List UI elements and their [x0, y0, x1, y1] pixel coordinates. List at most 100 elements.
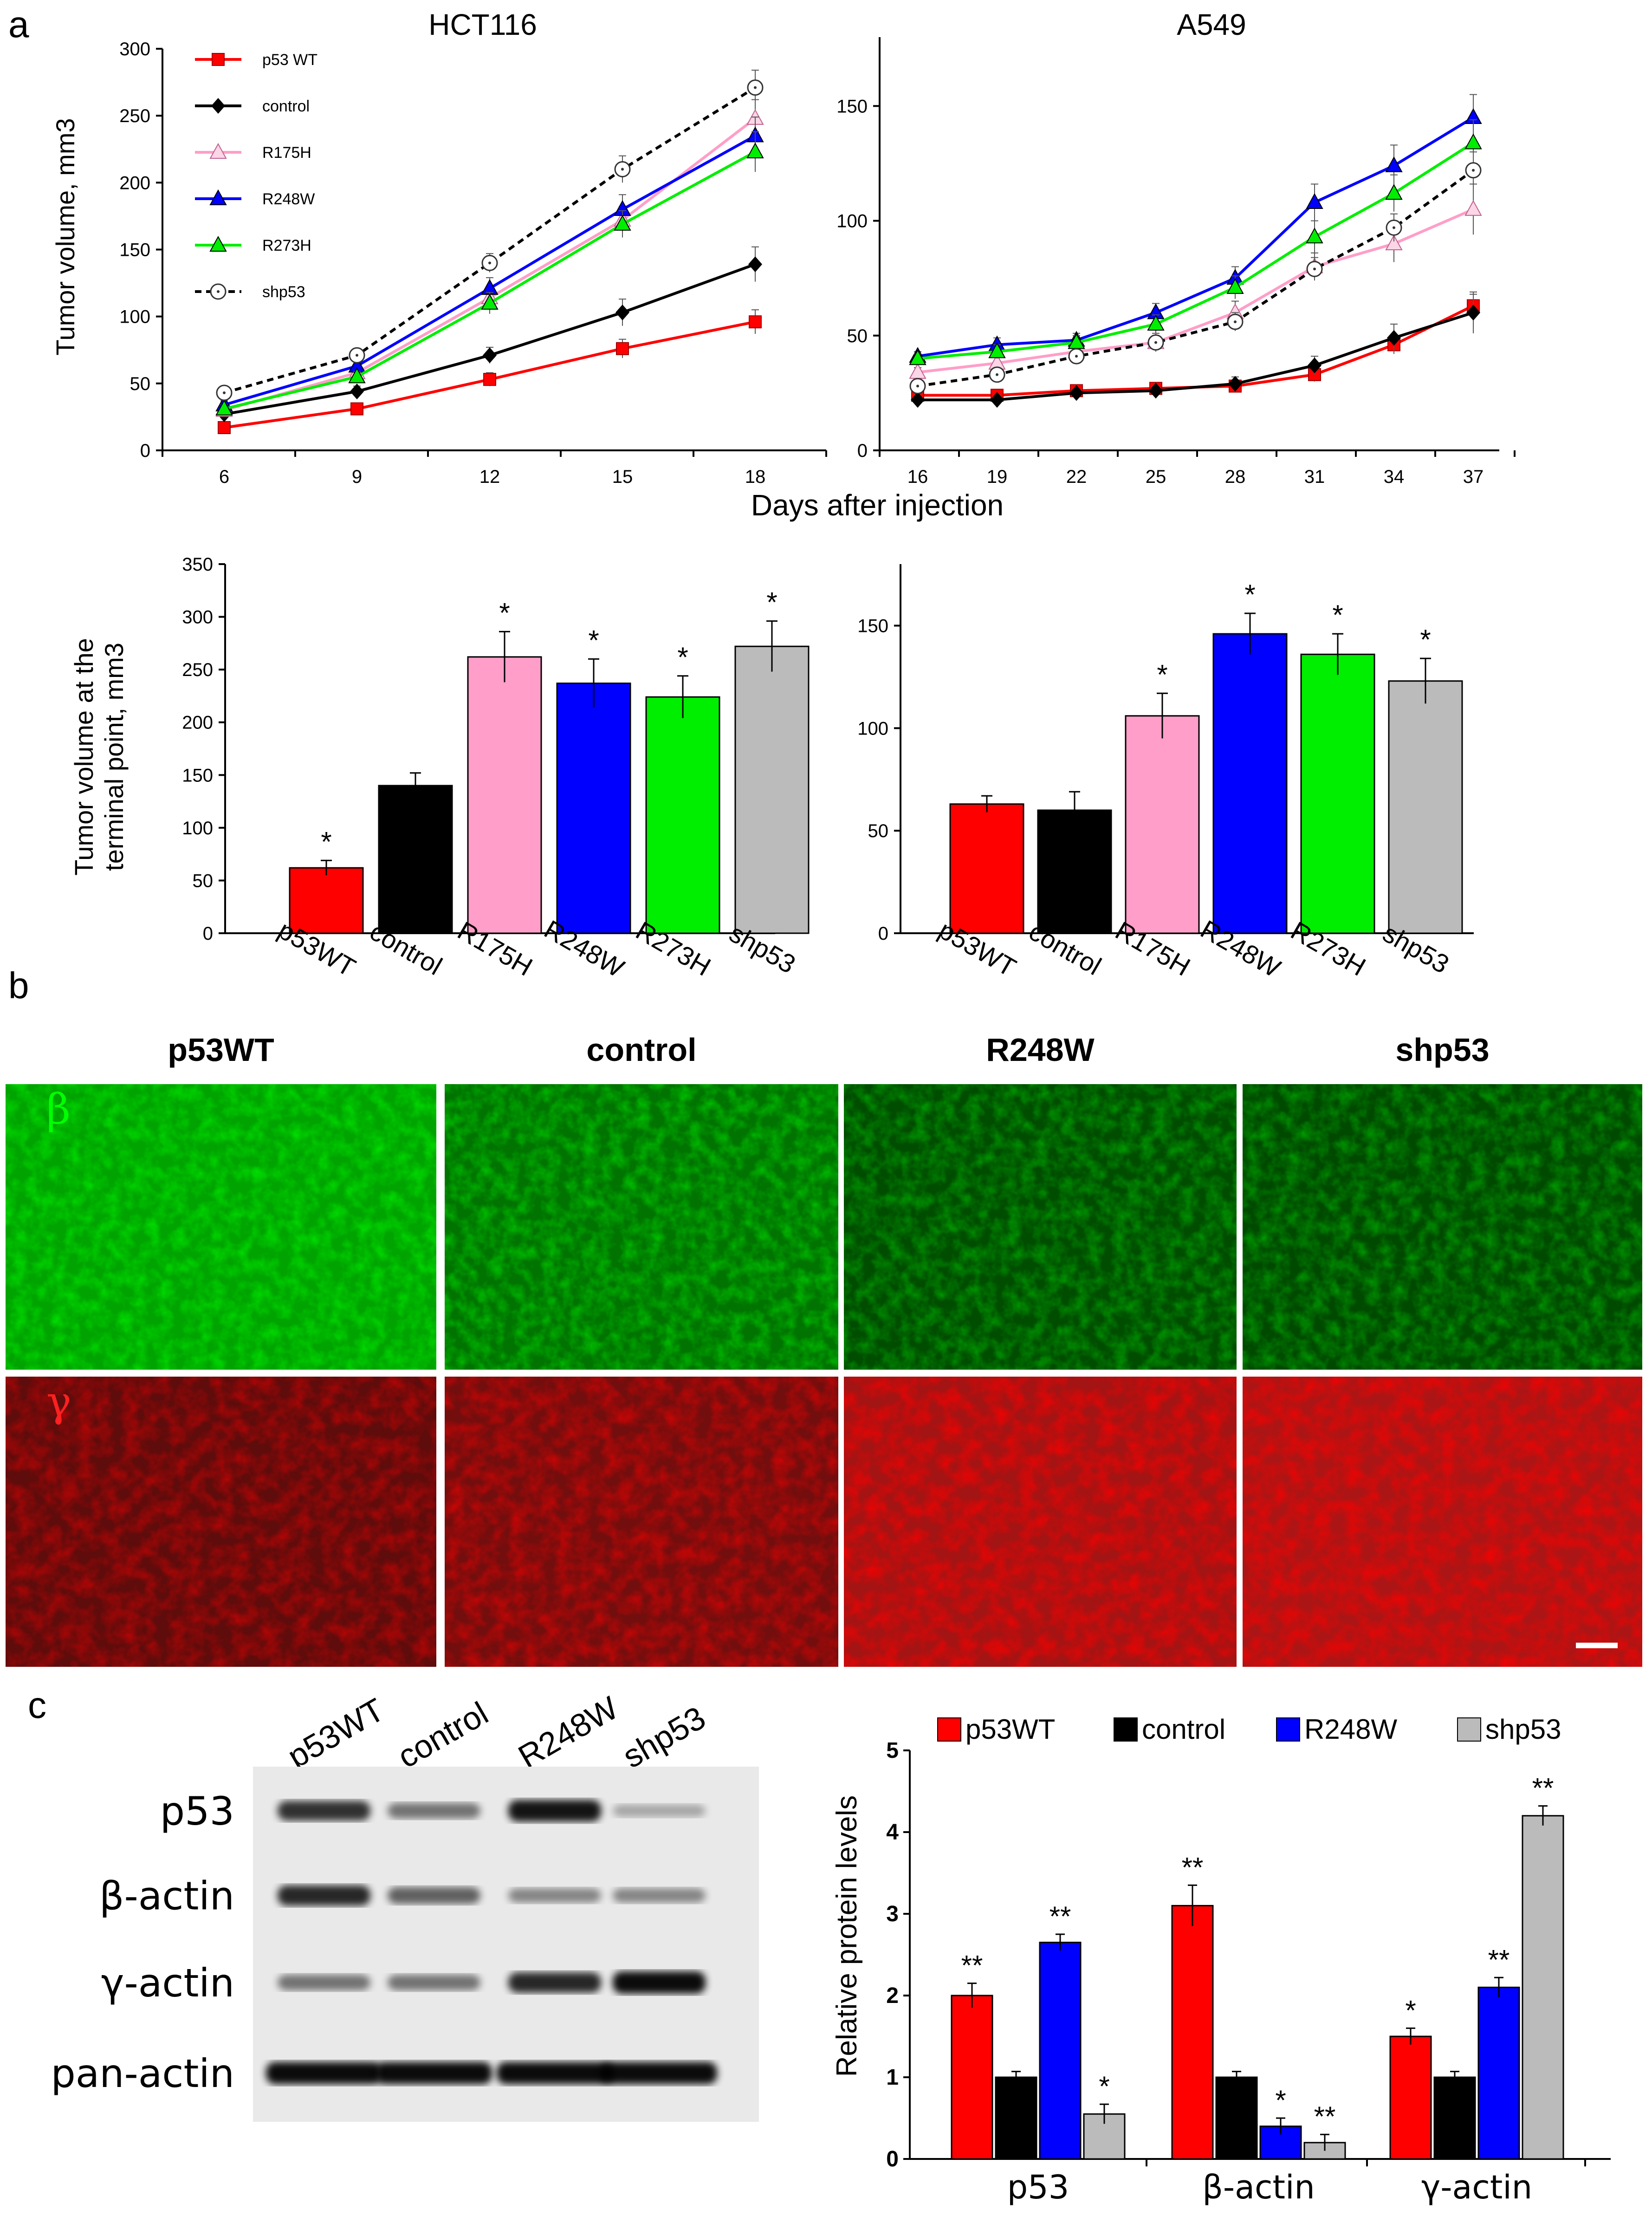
legend-marker-shp53-dot	[217, 290, 220, 293]
bar-control-1	[1215, 2076, 1258, 2160]
y-tick-label: 100	[836, 211, 868, 232]
bar-R175H	[1125, 715, 1200, 934]
blot-band-p53-1	[388, 1803, 480, 1819]
data-point-control	[911, 392, 925, 408]
data-point-p53WT	[616, 342, 629, 355]
legend-label-R248W: R248W	[262, 190, 315, 208]
data-point-R248W	[1385, 156, 1403, 172]
legend-swatch-control	[1114, 1717, 1138, 1742]
data-point-R273H	[746, 142, 764, 159]
legend-swatch-shp53	[1457, 1717, 1481, 1742]
panel-label-c: c	[28, 1684, 46, 1726]
data-point-shp53-dot	[996, 373, 998, 376]
bar-shp53	[734, 645, 810, 934]
x-axis-label-days: Days after injection	[751, 488, 1004, 522]
blot-band-β-actin-3	[613, 1888, 706, 1903]
y-tick-label: 50	[868, 821, 889, 841]
blot-band-β-actin-0	[278, 1885, 370, 1906]
data-point-control	[1149, 383, 1163, 399]
significance-mark: *	[588, 624, 599, 656]
x-tick-label: 37	[1463, 467, 1484, 487]
data-point-control	[483, 347, 497, 364]
significance-mark: **	[961, 1950, 983, 1981]
if-image-red-2-texture	[844, 1377, 1237, 1667]
blot-lane-label-p53WT: p53WT	[282, 1691, 390, 1775]
y-tick-label: 150	[857, 616, 888, 637]
bar-chart-hct116: Tumor volume at the terminal point, mm3 …	[69, 554, 810, 983]
y-tick-label: 3	[886, 1902, 899, 1926]
if-column-header-shp53: shp53	[1395, 1032, 1489, 1068]
legend-marker-control	[211, 98, 225, 114]
legend-label-control: control	[1142, 1714, 1225, 1745]
y-tick-label: 4	[886, 1820, 899, 1845]
bar-R248W-0	[1039, 1942, 1082, 2160]
data-point-control	[1308, 358, 1322, 374]
y-tick-label: 100	[182, 818, 213, 839]
blot-band-p53-0	[278, 1801, 370, 1821]
group-label-0: p53	[1007, 2168, 1069, 2206]
data-point-control	[1466, 305, 1480, 321]
legend-label-R273H: R273H	[262, 237, 311, 254]
blot-band-γ-actin-3	[613, 1971, 706, 1994]
if-image-green-3-texture	[1243, 1084, 1642, 1370]
y-tick-label: 50	[847, 326, 868, 346]
series-line-R273H	[917, 141, 1474, 360]
y-axis-label-terminal-line2: terminal point, mm3	[99, 643, 129, 871]
y-tick-label: 150	[836, 96, 868, 117]
bar-control-0	[995, 2076, 1037, 2160]
y-tick-label: 0	[140, 441, 150, 461]
data-point-shp53-dot	[356, 354, 358, 357]
data-point-control	[1069, 385, 1083, 401]
bar-R248W	[1212, 633, 1288, 934]
series-line-R175H	[917, 208, 1474, 374]
y-tick-label: 5	[886, 1738, 899, 1763]
if-image-red-0-texture	[6, 1377, 436, 1667]
scale-bar	[1576, 1643, 1618, 1648]
legend-marker-R248W	[209, 189, 227, 205]
significance-mark: **	[1050, 1901, 1071, 1932]
legend-label-R175H: R175H	[262, 144, 311, 162]
series-line-R248W	[917, 116, 1474, 358]
blot-band-γ-actin-0	[278, 1975, 370, 1990]
y-tick-label: 250	[119, 106, 150, 126]
data-point-shp53-dot	[1313, 267, 1316, 271]
data-point-p53WT	[350, 402, 363, 416]
x-tick-label: 15	[612, 467, 633, 487]
line-chart-a549: A549 0 50 100 150 16 19 22 25 28 31 34 37	[836, 8, 1516, 487]
data-point-control	[615, 305, 629, 321]
legend-marker-p53WT	[212, 53, 225, 66]
bar-p53WT	[289, 867, 364, 934]
significance-mark: *	[321, 826, 331, 857]
blot-band-p53-2	[508, 1800, 601, 1822]
significance-mark: *	[1420, 624, 1431, 655]
significance-mark: *	[1157, 659, 1167, 690]
data-point-control	[1387, 330, 1401, 346]
y-tick-label: 50	[130, 374, 151, 394]
x-tick-label: 25	[1146, 467, 1166, 487]
significance-mark: *	[1405, 1995, 1416, 2026]
y-tick-label: 0	[878, 923, 888, 944]
immunofluorescence-panel: p53WT control R248W shp53 β γ	[6, 1032, 1642, 1667]
blot-row-label-pan-actin: pan-actin	[51, 2051, 234, 2096]
if-column-header-R248W: R248W	[986, 1032, 1094, 1068]
y-tick-label: 200	[182, 713, 213, 733]
blot-row-label-p53: p53	[160, 1788, 234, 1834]
significance-mark: *	[766, 587, 777, 618]
if-image-green-2-texture	[844, 1084, 1237, 1370]
legend-swatch-p53WT	[937, 1717, 961, 1742]
significance-mark: **	[1182, 1852, 1204, 1883]
data-point-shp53-dot	[916, 384, 919, 388]
data-point-control	[990, 392, 1004, 408]
group-label-1: β-actin	[1202, 2168, 1315, 2206]
line-legend: p53 WT control R175H R248W R273H shp53	[195, 51, 317, 301]
bar-control	[378, 785, 453, 934]
legend-label-R248W: R248W	[1304, 1714, 1397, 1745]
blot-band-pan-actin-1	[376, 2062, 492, 2084]
blot-lane-label-shp53: shp53	[617, 1699, 712, 1775]
significance-mark: *	[1244, 579, 1255, 610]
x-tick-label: 6	[219, 467, 229, 487]
group-label-2: γ-actin	[1421, 2168, 1532, 2206]
series-line-control	[918, 311, 1474, 402]
blot-band-γ-actin-2	[508, 1972, 601, 1993]
